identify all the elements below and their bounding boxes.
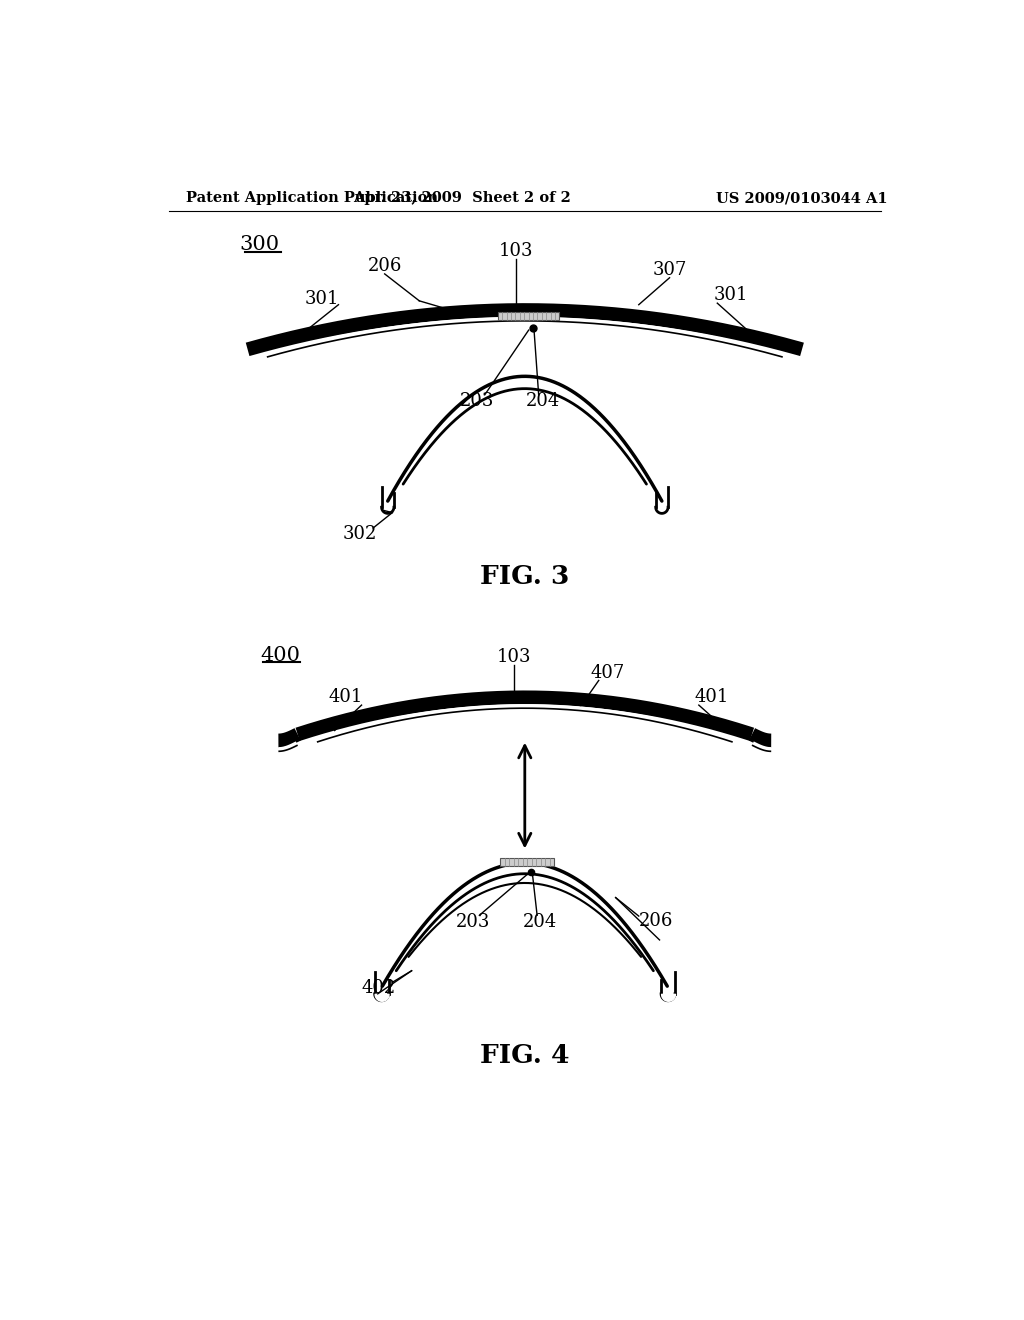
Text: 301: 301 xyxy=(714,286,749,305)
Text: FIG. 4: FIG. 4 xyxy=(480,1043,569,1068)
Text: 401: 401 xyxy=(694,689,729,706)
Text: 307: 307 xyxy=(652,261,687,279)
Text: US 2009/0103044 A1: US 2009/0103044 A1 xyxy=(716,191,888,206)
Text: FIG. 3: FIG. 3 xyxy=(480,564,569,589)
Text: 206: 206 xyxy=(368,257,401,275)
Text: 204: 204 xyxy=(523,913,557,931)
Text: Patent Application Publication: Patent Application Publication xyxy=(186,191,438,206)
Text: 103: 103 xyxy=(499,242,532,260)
Text: 401: 401 xyxy=(329,689,364,706)
Text: 103: 103 xyxy=(497,648,531,667)
Text: Apr. 23, 2009  Sheet 2 of 2: Apr. 23, 2009 Sheet 2 of 2 xyxy=(352,191,570,206)
Text: 400: 400 xyxy=(261,645,301,664)
Text: 407: 407 xyxy=(591,664,625,681)
FancyBboxPatch shape xyxy=(500,858,554,866)
Text: 206: 206 xyxy=(639,912,673,929)
Text: 300: 300 xyxy=(240,235,280,255)
Text: 203: 203 xyxy=(456,913,490,931)
Text: 302: 302 xyxy=(343,525,377,543)
Text: 402: 402 xyxy=(361,979,395,998)
FancyBboxPatch shape xyxy=(498,312,559,321)
Text: 301: 301 xyxy=(304,289,339,308)
Text: 203: 203 xyxy=(460,392,495,411)
Text: 204: 204 xyxy=(525,392,560,411)
